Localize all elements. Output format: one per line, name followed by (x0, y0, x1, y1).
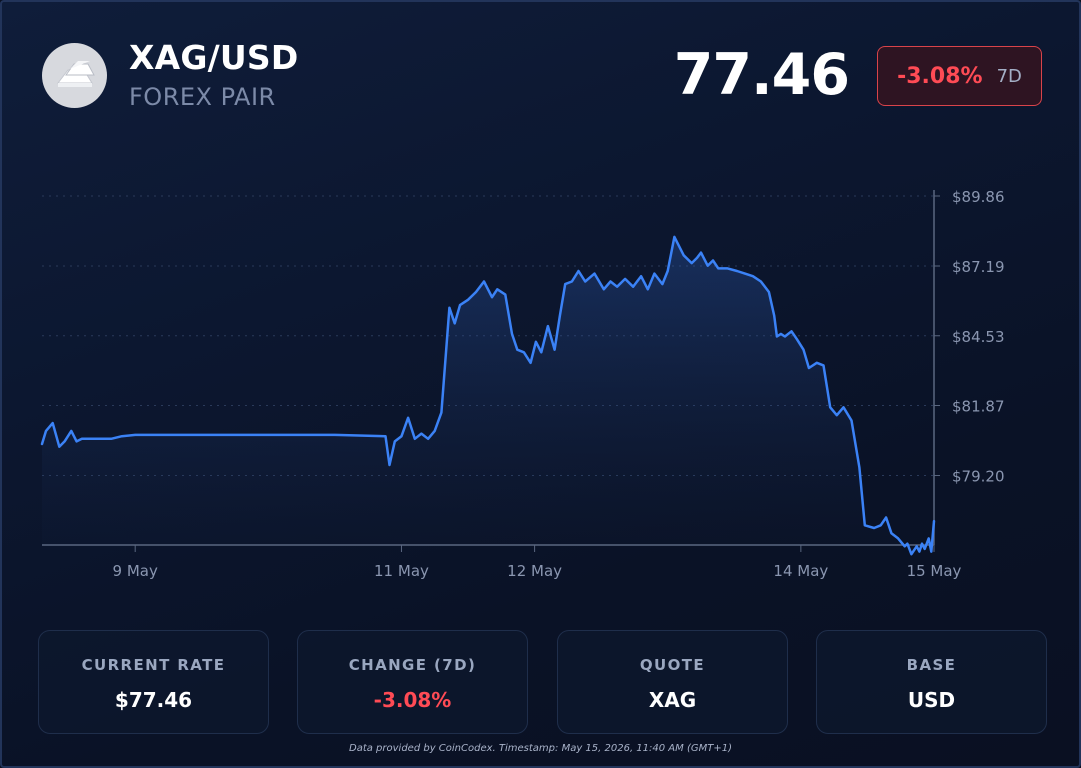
stat-value: USD (907, 688, 956, 712)
change-value: -3.08% (897, 63, 983, 89)
y-tick-label: $89.86 (952, 188, 1005, 206)
stat-value: $77.46 (114, 688, 193, 712)
x-tick-label: 12 May (507, 562, 562, 580)
x-tick-label: 14 May (773, 562, 828, 580)
current-price: 77.46 (673, 42, 850, 108)
x-tick-label: 15 May (907, 562, 962, 580)
stat-label: BASE (906, 656, 957, 674)
price-chart: $89.86 $87.19 $84.53 $81.87 $79.20 9 May 11 Ma… (40, 188, 1005, 580)
y-tick-label: $79.20 (952, 468, 1005, 486)
series-line (40, 235, 936, 556)
stat-base: BASE USD (816, 630, 1047, 734)
stat-change-7d: CHANGE (7D) -3.08% (297, 630, 528, 734)
stat-value: -3.08% (373, 688, 452, 712)
y-tick-label: $84.53 (952, 328, 1005, 346)
stat-value: XAG (648, 688, 697, 712)
series-area (42, 236, 934, 555)
stat-quote: QUOTE XAG (557, 630, 788, 734)
x-tick-label: 9 May (113, 562, 158, 580)
stat-label: QUOTE (639, 656, 706, 674)
change-period: 7D (996, 65, 1022, 87)
stat-label: CURRENT RATE (81, 656, 226, 674)
stat-label: CHANGE (7D) (348, 656, 477, 674)
change-badge: -3.08% 7D (877, 46, 1042, 106)
y-tick-label: $87.19 (952, 258, 1005, 276)
silver-bars-icon (42, 43, 107, 108)
pair-title: XAG/USD (129, 38, 299, 77)
data-attribution: Data provided by CoinCodex. Timestamp: M… (349, 743, 732, 754)
x-tick-label: 11 May (374, 562, 429, 580)
pair-subtitle: FOREX PAIR (129, 83, 276, 111)
stat-current-rate: CURRENT RATE $77.46 (38, 630, 269, 734)
y-tick-label: $81.87 (952, 398, 1005, 416)
